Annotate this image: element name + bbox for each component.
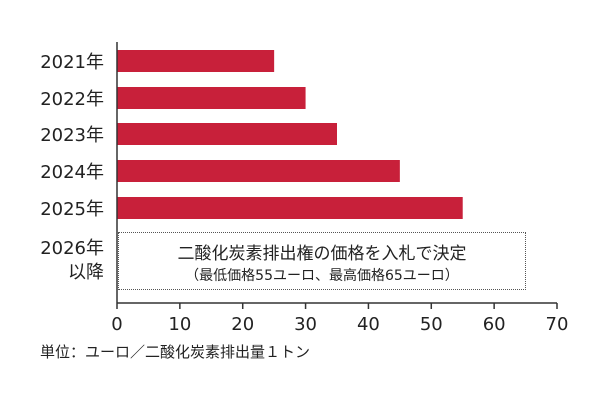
category-label-2024年: 2024年 (40, 162, 104, 183)
category-label-2022年: 2022年 (40, 89, 104, 110)
auction-note-main: 二酸化炭素排出権の価格を入札で決定 (177, 244, 467, 264)
x-axis-ticks: 0 10 20 30 40 50 60 70 (111, 303, 568, 335)
x-tick-label-70: 70 (546, 314, 569, 335)
bar-2024年 (117, 160, 400, 182)
unit-label: 単位：ユーロ／二酸化炭素排出量１トン (40, 343, 311, 361)
x-tick-label-30: 30 (294, 314, 317, 335)
category-label-2021年: 2021年 (40, 52, 104, 73)
bar-2022年 (117, 87, 306, 109)
x-tick-label-0: 0 (111, 314, 122, 335)
category-label-2026-onward: 2026年 以降 (40, 238, 104, 283)
x-tick-label-60: 60 (483, 314, 506, 335)
category-label-onward: 以降 (68, 262, 104, 283)
x-tick-label-20: 20 (231, 314, 254, 335)
category-labels: 2021年 2022年 2023年 2024年 2025年 (40, 52, 104, 220)
bar-2023年 (117, 123, 337, 145)
x-tick-label-10: 10 (168, 314, 191, 335)
category-label-2023年: 2023年 (40, 125, 104, 146)
bar-2025年 (117, 197, 463, 219)
bars-group (117, 50, 463, 219)
category-label-2026: 2026年 (40, 238, 104, 259)
category-label-2025年: 2025年 (40, 199, 104, 220)
x-tick-label-50: 50 (420, 314, 443, 335)
x-tick-label-40: 40 (357, 314, 380, 335)
auction-note-sub: （最低価格55ユーロ、最高価格65ユーロ） (185, 268, 459, 284)
bar-2021年 (117, 50, 275, 72)
auction-note-box: 二酸化炭素排出権の価格を入札で決定 （最低価格55ユーロ、最高価格65ユーロ） (118, 232, 526, 290)
